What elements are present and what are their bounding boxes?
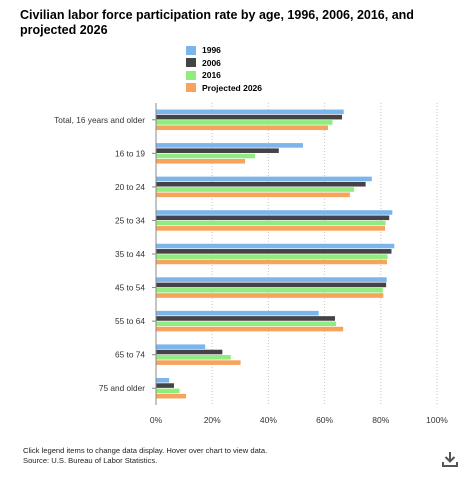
- bar: [156, 355, 231, 360]
- category-label: 20 to 24: [115, 182, 145, 192]
- bar: [156, 226, 386, 231]
- x-tick-label: 20%: [204, 415, 221, 425]
- legend-item-2006[interactable]: 2006: [186, 57, 262, 70]
- legend-item-projected-2026[interactable]: Projected 2026: [186, 82, 262, 95]
- bar: [156, 259, 387, 265]
- category-label: Total, 16 years and older: [54, 115, 145, 125]
- category-label: 25 to 34: [115, 215, 145, 225]
- bar: [156, 249, 392, 254]
- x-tick-label: 0%: [150, 415, 163, 425]
- category-label: 65 to 74: [115, 350, 145, 360]
- bar: [156, 326, 344, 332]
- category-label: 75 and older: [99, 383, 145, 393]
- x-tick-label: 100%: [426, 415, 448, 425]
- bar: [156, 158, 246, 164]
- bar: [156, 344, 206, 350]
- bar: [156, 148, 279, 153]
- category-label: 55 to 64: [115, 316, 145, 326]
- bar: [156, 388, 180, 394]
- bar: [156, 393, 187, 399]
- legend-label-1996: 1996: [202, 45, 221, 56]
- bar: [156, 143, 303, 148]
- category-label: 45 to 54: [115, 283, 145, 293]
- legend-swatch-projected-2026: [186, 83, 196, 93]
- legend-item-1996[interactable]: 1996: [186, 44, 262, 57]
- legend-label-projected-2026: Projected 2026: [202, 82, 263, 93]
- bar: [156, 377, 170, 383]
- footer-source: Source: U.S. Bureau of Labor Statistics.: [23, 455, 158, 465]
- legend-swatch-2006: [186, 58, 196, 68]
- bar: [156, 215, 390, 221]
- category-label: 16 to 19: [115, 148, 145, 158]
- bar: [156, 153, 255, 159]
- chart-title: Civilian labor force participation rate …: [20, 8, 414, 37]
- bar: [156, 192, 350, 198]
- x-tick-label: 80%: [372, 415, 389, 425]
- legend-label-2016: 2016: [202, 70, 221, 81]
- bar: [156, 181, 366, 187]
- bar: [156, 277, 387, 282]
- bar: [156, 220, 386, 226]
- category-label: 35 to 44: [115, 249, 145, 259]
- bar: [156, 254, 388, 259]
- bar: [156, 310, 319, 316]
- bar: [156, 316, 335, 321]
- bar: [156, 125, 328, 131]
- bar: [156, 176, 372, 182]
- bar: [156, 187, 355, 192]
- bar: [156, 321, 337, 327]
- bar: [156, 287, 383, 293]
- bar: [156, 282, 387, 288]
- bar: [156, 210, 393, 215]
- legend-swatch-1996: [186, 45, 196, 55]
- footer: Click legend items to change data displa…: [23, 446, 267, 465]
- legend: 1996 2006 2016 Projected 2026: [186, 44, 262, 94]
- download-icon[interactable]: [440, 449, 460, 469]
- bar: [156, 383, 174, 388]
- legend-label-2006: 2006: [202, 57, 221, 68]
- footer-note: Click legend items to change data displa…: [23, 446, 268, 455]
- bar: [156, 349, 223, 355]
- bar: [156, 114, 343, 120]
- x-tick-label: 60%: [316, 415, 333, 425]
- bar: [156, 109, 344, 115]
- bar-chart[interactable]: 0% 20% 40% 60% 80% 100% Total, 16 years and ol…: [0, 0, 474, 440]
- legend-swatch-2016: [186, 70, 196, 80]
- legend-item-2016[interactable]: 2016: [186, 69, 262, 82]
- bar: [156, 360, 241, 365]
- bar: [156, 243, 395, 249]
- x-tick-label: 40%: [260, 415, 277, 425]
- bar: [156, 120, 333, 125]
- bar: [156, 293, 384, 298]
